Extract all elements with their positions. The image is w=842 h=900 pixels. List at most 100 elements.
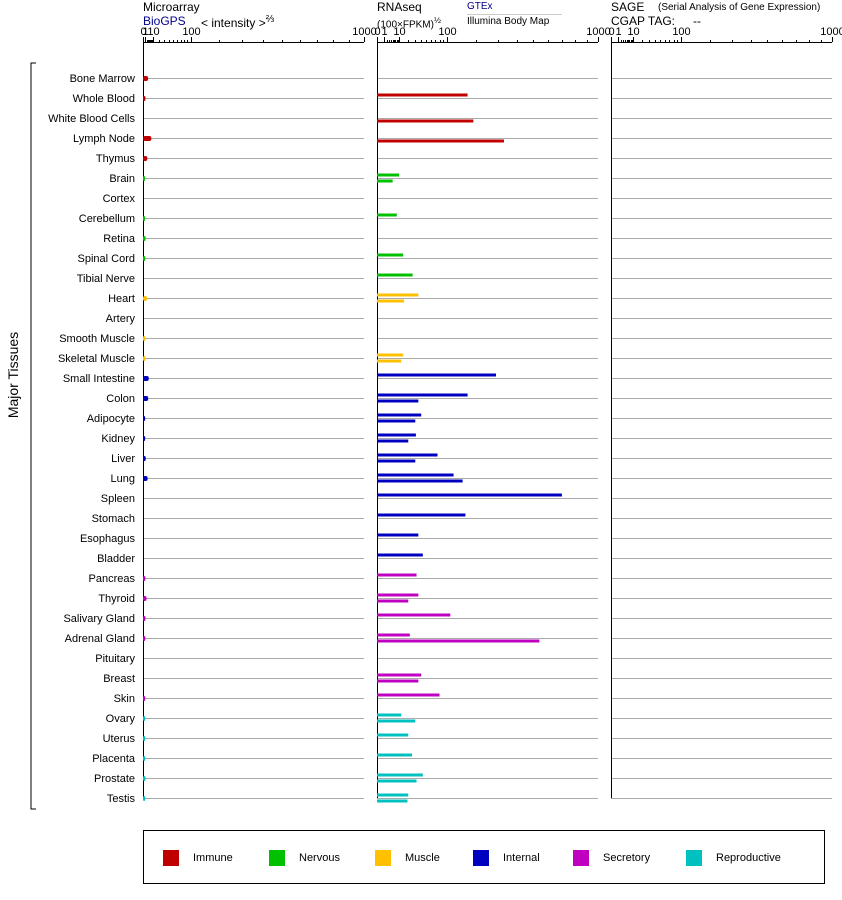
illumina-bar xyxy=(377,399,419,403)
gtex-bar xyxy=(377,393,468,397)
gtex-bar xyxy=(377,573,417,577)
tissue-label: Spinal Cord xyxy=(78,253,135,265)
tissue-label: Liver xyxy=(111,453,135,465)
tissue-label: Whole Blood xyxy=(73,93,135,105)
x-tick-label: 1000 xyxy=(352,26,376,38)
microarray-bar xyxy=(143,396,149,401)
illumina-bar xyxy=(377,359,402,363)
tissue-label: Testis xyxy=(107,793,136,805)
tissue-label: Cortex xyxy=(103,193,136,205)
gtex-bar xyxy=(377,533,419,537)
x-tick-label: 100 xyxy=(672,26,690,38)
illumina-bar xyxy=(377,479,463,483)
tissue-label: Small Intestine xyxy=(63,373,135,385)
gtex-bar xyxy=(377,753,412,757)
biogps-source-label: BioGPS xyxy=(143,14,186,28)
microarray-bar xyxy=(143,376,149,381)
microarray-bar xyxy=(143,736,146,741)
tissue-label: Adrenal Gland xyxy=(65,633,135,645)
tissue-label: Thymus xyxy=(96,153,136,165)
gtex-series-label: GTEx xyxy=(467,1,493,12)
cgap-tag-value: -- xyxy=(693,14,701,28)
tissue-label: Ovary xyxy=(106,713,136,725)
illumina-bar xyxy=(377,639,540,643)
tissue-label: Stomach xyxy=(92,513,135,525)
microarray-unit-exponent: ⅔ xyxy=(265,14,275,25)
tissue-label: Kidney xyxy=(101,433,135,445)
tissue-label: Colon xyxy=(106,393,135,405)
gtex-bar xyxy=(377,293,419,297)
tissue-label: Heart xyxy=(108,293,135,305)
legend-swatch xyxy=(686,850,702,866)
microarray-bar xyxy=(143,96,146,101)
microarray-bar xyxy=(143,296,148,301)
microarray-bar xyxy=(143,256,146,261)
x-tick-label: 0 xyxy=(140,26,146,38)
gtex-bar xyxy=(377,373,497,377)
microarray-bar xyxy=(143,356,146,361)
rnaseq-unit-label: (100×FPKM)½ xyxy=(377,15,441,30)
illumina-bar xyxy=(377,599,409,603)
gtex-bar xyxy=(377,493,562,497)
gtex-bar xyxy=(377,773,423,777)
microarray-bar xyxy=(143,176,146,181)
tissue-label: Brain xyxy=(109,173,135,185)
gtex-bar xyxy=(377,633,410,637)
tissue-label: Cerebellum xyxy=(79,213,135,225)
illumina-bar xyxy=(377,179,393,183)
tissue-label: Artery xyxy=(106,313,136,325)
y-axis-bracket xyxy=(30,62,36,810)
gtex-bar xyxy=(377,173,400,177)
gtex-bar xyxy=(377,413,422,417)
legend: Immune Nervous Muscle Internal Secretory Repr… xyxy=(143,830,825,884)
x-tick-label: 1 xyxy=(142,26,148,38)
illumina-bar xyxy=(377,799,408,803)
microarray-unit-label: < intensity >⅔ xyxy=(201,14,274,30)
tissue-label: Skin xyxy=(114,693,135,705)
microarray-bar xyxy=(143,156,148,161)
tissue-label: Bone Marrow xyxy=(70,73,135,85)
sage-title: SAGE xyxy=(611,0,645,14)
legend-swatch xyxy=(473,850,489,866)
x-tick-label: 10 xyxy=(627,26,639,38)
tissue-label: Pituitary xyxy=(95,653,135,665)
gtex-bar xyxy=(377,513,466,517)
gtex-bar xyxy=(377,213,397,217)
microarray-bar xyxy=(143,576,146,581)
illumina-bar xyxy=(377,139,504,143)
gtex-bar xyxy=(377,353,404,357)
legend-label: Nervous xyxy=(299,852,340,864)
microarray-bar xyxy=(143,436,146,441)
legend-label: Reproductive xyxy=(716,852,781,864)
legend-label: Muscle xyxy=(405,852,440,864)
gtex-bar xyxy=(377,253,404,257)
gtex-bar xyxy=(377,473,454,477)
microarray-unit-text: < intensity > xyxy=(201,16,266,30)
x-tick-label: 0 xyxy=(374,26,380,38)
tissue-label: Smooth Muscle xyxy=(59,333,135,345)
illumina-bar xyxy=(377,679,419,683)
gtex-bar xyxy=(377,433,416,437)
tissue-label: Tibial Nerve xyxy=(77,273,135,285)
gtex-bar xyxy=(377,553,423,557)
tissue-label: Adipocyte xyxy=(87,413,135,425)
rnaseq-unit-exponent: ½ xyxy=(433,15,441,25)
x-tick-label: 100 xyxy=(438,26,456,38)
microarray-bar xyxy=(143,136,152,141)
illumina-bar xyxy=(377,719,416,723)
tissue-label: Retina xyxy=(103,233,136,245)
microarray-bar xyxy=(143,416,146,421)
tissue-label: Salivary Gland xyxy=(63,613,135,625)
gtex-bar xyxy=(377,733,409,737)
illumina-bar xyxy=(377,459,416,463)
sage-subtitle: (Serial Analysis of Gene Expression) xyxy=(658,2,821,13)
illumina-bar xyxy=(377,419,416,423)
tissue-label: Pancreas xyxy=(89,573,136,585)
tissue-label: Thyroid xyxy=(98,593,135,605)
tissue-label: Breast xyxy=(103,673,135,685)
illumina-bar xyxy=(377,299,405,303)
microarray-bar xyxy=(143,476,148,481)
microarray-bar xyxy=(143,76,149,81)
microarray-bar xyxy=(143,456,146,461)
microarray-bar xyxy=(143,596,147,601)
